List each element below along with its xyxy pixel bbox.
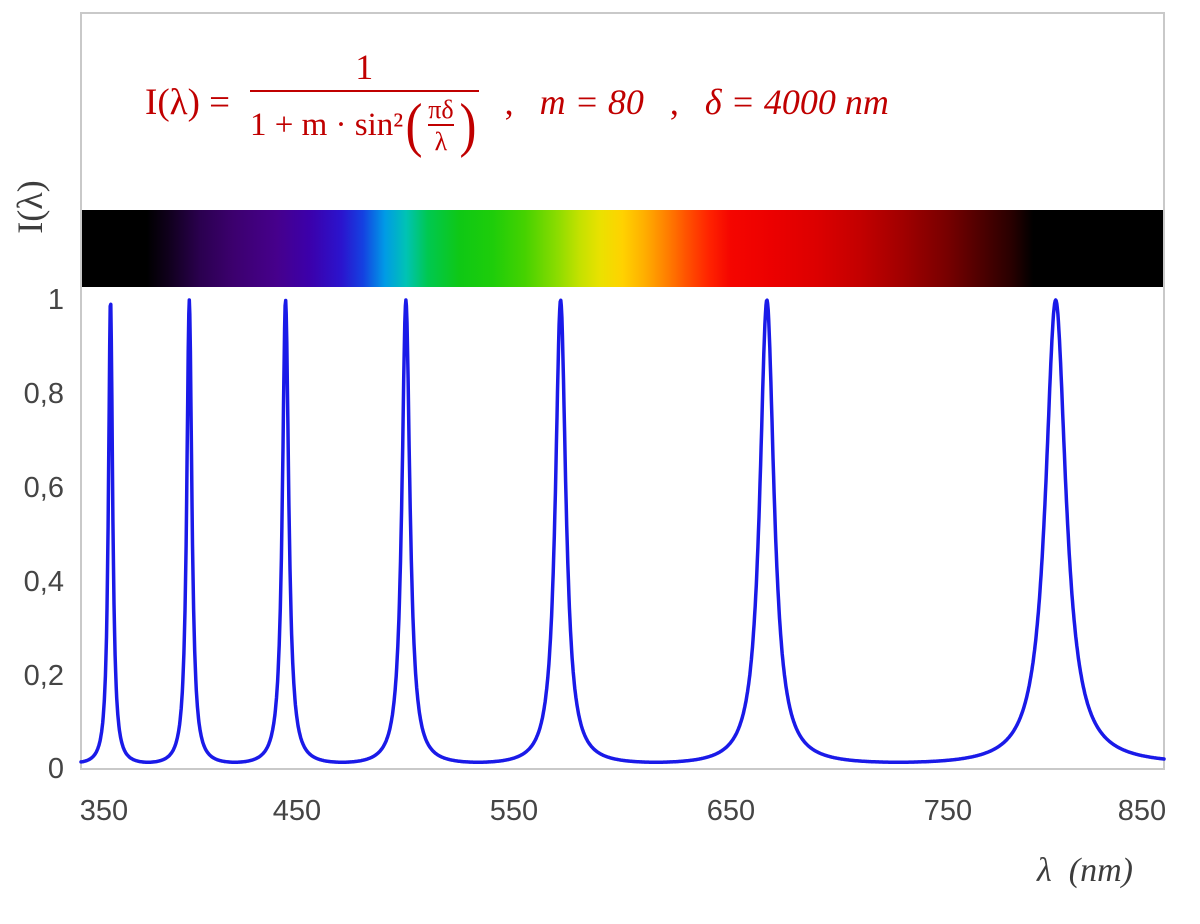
y-axis-label: I(λ) (10, 180, 50, 234)
formula: I(λ) = 1 1 + m · sin² ( πδ λ ) , m = 80 … (145, 34, 889, 170)
y-tick-label: 0,2 (23, 660, 64, 692)
y-tick-label: 0,8 (23, 378, 64, 410)
x-tick-label: 750 (923, 795, 973, 827)
y-tick-label: 1 (47, 284, 64, 316)
formula-lhs: I(λ) = (145, 81, 231, 123)
close-paren: ) (459, 91, 477, 158)
inner-fraction: πδ λ (428, 94, 454, 156)
formula-fraction: 1 1 + m · sin² ( πδ λ ) (250, 46, 479, 158)
x-tick-label: 650 (706, 795, 756, 827)
x-axis-label: λ (nm) (1037, 852, 1133, 889)
y-tick-label: 0,4 (23, 566, 64, 598)
fraction-bar (250, 89, 479, 92)
formula-denominator: 1 + m · sin² ( πδ λ ) (250, 91, 479, 158)
formula-numerator: 1 (355, 46, 374, 87)
inner-denominator: λ (434, 126, 448, 156)
visible-spectrum-bar (82, 210, 1163, 287)
x-tick-label: 550 (489, 795, 539, 827)
x-tick-label: 850 (1117, 795, 1167, 827)
inner-fraction-bar (428, 123, 454, 126)
denominator-text: 1 + m · sin² (250, 106, 404, 143)
y-tick-label: 0 (47, 753, 64, 785)
y-tick-label: 0,6 (23, 472, 64, 504)
param-delta: δ = 4000 nm (704, 82, 889, 122)
formula-comma: , (669, 82, 679, 122)
open-paren: ( (405, 91, 423, 158)
inner-numerator: πδ (428, 94, 454, 124)
x-tick-label: 350 (79, 795, 129, 827)
formula-comma: , (504, 82, 514, 122)
x-tick-label: 450 (272, 795, 322, 827)
param-m: m = 80 (539, 82, 644, 122)
